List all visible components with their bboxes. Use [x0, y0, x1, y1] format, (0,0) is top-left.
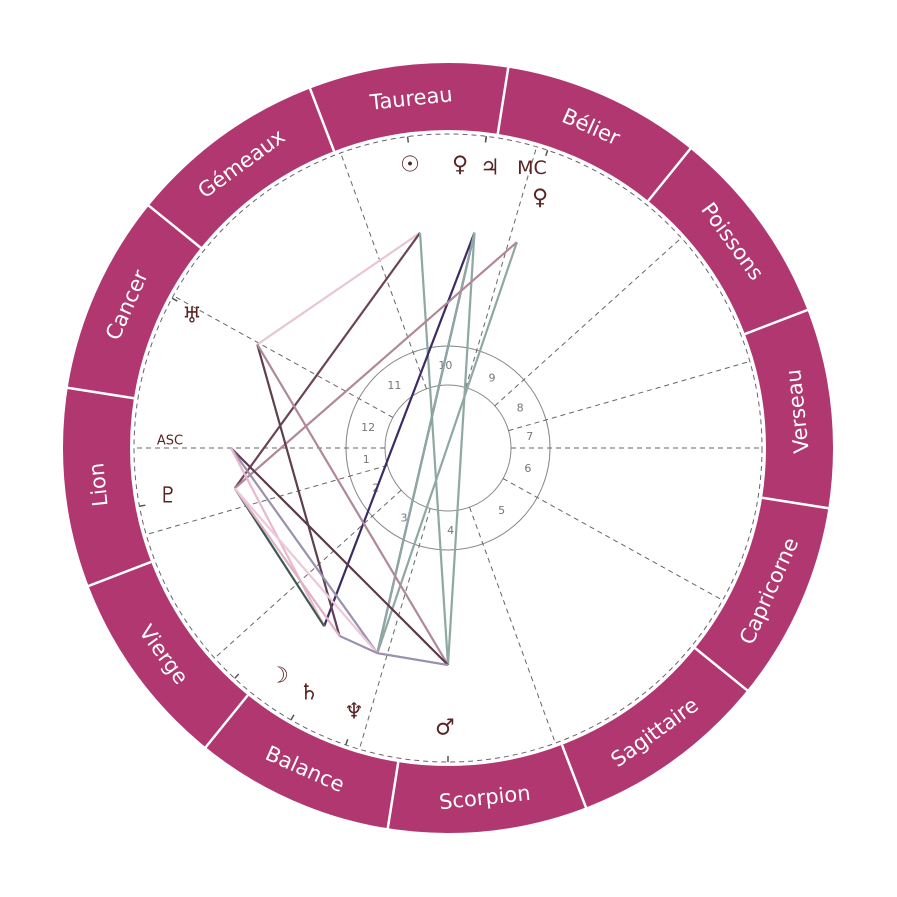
house-number-11: 11 — [387, 379, 401, 392]
house-cusp-8 — [508, 360, 750, 432]
house-number-12: 12 — [361, 421, 375, 434]
aspect-line-jupiter-moon — [323, 232, 476, 627]
planet-tick — [545, 149, 549, 157]
mars-icon: ♂ — [435, 716, 455, 741]
house-number-3: 3 — [401, 511, 408, 524]
planet-tick — [406, 136, 410, 143]
mc-label: MC — [517, 157, 547, 179]
saturn-icon: ♄ — [299, 681, 319, 706]
pluto-icon: ♇ — [158, 484, 178, 509]
sign-divider — [496, 65, 510, 135]
aspect-line-uranus-mars — [256, 343, 449, 666]
house-number-1: 1 — [363, 453, 370, 466]
planet-tick — [234, 673, 240, 679]
aspect-line-sun-uranus — [256, 231, 421, 346]
jupiter-icon: ♃ — [480, 156, 500, 181]
house-cusp-5 — [469, 507, 556, 744]
house-cusp-9 — [494, 237, 682, 407]
sign-divider — [761, 496, 831, 510]
house-number-6: 6 — [524, 462, 531, 475]
house-number-5: 5 — [498, 504, 505, 517]
planet-tick — [139, 504, 146, 508]
planet-tick — [484, 136, 488, 143]
house-number-9: 9 — [488, 372, 495, 385]
planet-tick — [345, 738, 349, 746]
sun-icon: ☉ — [400, 153, 420, 178]
uranus-icon: ♅ — [182, 304, 202, 329]
sign-divider — [86, 560, 152, 588]
aspect-line-asc-neptune — [230, 447, 379, 654]
planet-tick — [171, 297, 178, 302]
aspect-line-neptune-mars — [377, 652, 449, 667]
neptune-icon: ♆ — [344, 700, 364, 725]
aspect-line-asc-mars — [230, 447, 449, 666]
house-cusp-6 — [502, 478, 723, 601]
outer-dashed-circle — [133, 133, 763, 763]
house-number-8: 8 — [517, 402, 524, 415]
house-cusp-12 — [173, 295, 394, 418]
sign-divider — [647, 146, 693, 202]
aspect-line-sun-pluto — [233, 232, 421, 489]
asc-label: ASC — [157, 434, 183, 449]
aspect-line-pluto-moon — [233, 487, 326, 627]
house-cusp-3 — [214, 489, 402, 659]
sign-label-lion: Lion — [84, 462, 112, 508]
zodiac-band — [63, 63, 833, 833]
sign-divider — [203, 694, 249, 750]
venus-like-icon: ♀ — [452, 153, 468, 178]
aspect-line-saturn-neptune — [339, 634, 378, 655]
sign-divider — [560, 744, 588, 810]
moon-icon: ☽ — [269, 664, 289, 689]
house-cusp-2 — [146, 464, 388, 536]
sign-divider — [308, 86, 336, 152]
sign-divider — [65, 386, 135, 400]
house-number-7: 7 — [526, 430, 533, 443]
planet-glyphs: ASC MC ☉ ♀ ♃ ♀ ♅ ♇ ☽ ♄ ♆ ♂ — [157, 153, 548, 741]
sign-divider — [146, 203, 202, 249]
aspect-line-pluto-neptune — [233, 487, 379, 654]
house-cusp-10 — [465, 146, 538, 388]
aspect-line-jupiter-mars — [446, 232, 476, 666]
house-number-4: 4 — [447, 524, 454, 537]
aspect-line-venus-pluto — [234, 241, 518, 490]
aspect-line-sun-mars — [418, 232, 450, 666]
aspect-line-jupiter-neptune — [376, 232, 476, 654]
sign-divider — [744, 308, 810, 336]
aspect-line-pluto-saturn — [233, 487, 341, 637]
planet-tick — [290, 714, 295, 721]
aspect-line-uranus-saturn — [256, 344, 341, 637]
sign-divider — [386, 761, 400, 831]
sign-divider — [694, 647, 750, 693]
house-cusp-4 — [358, 508, 431, 750]
aspect-lines — [230, 231, 518, 667]
venus-icon: ♀ — [532, 186, 548, 211]
house-cusp-11 — [340, 152, 427, 389]
